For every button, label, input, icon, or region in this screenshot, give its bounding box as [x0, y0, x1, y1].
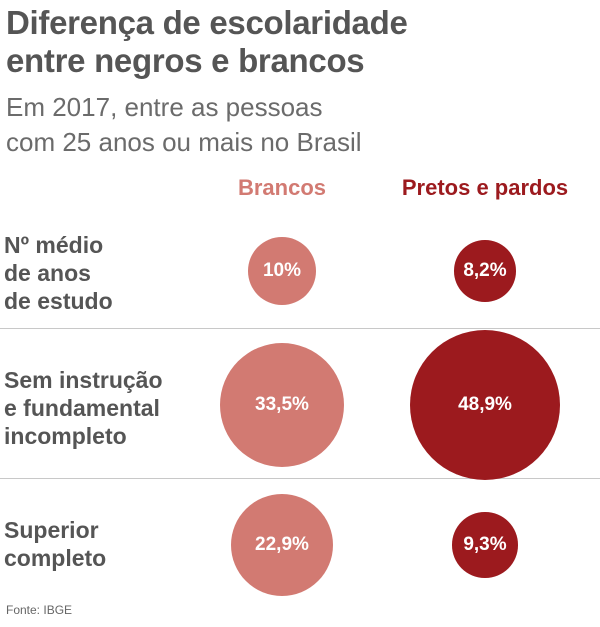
row-label-line: Superior — [4, 517, 99, 543]
row-label-line: de anos — [4, 260, 91, 286]
chart-subtitle-line-2: com 25 anos ou mais no Brasil — [6, 127, 362, 157]
row-label-line: de estudo — [4, 288, 113, 314]
bubble-value-label: 22,9% — [255, 533, 309, 555]
row-label-line: incompleto — [4, 423, 127, 449]
chart-title-line-2: entre negros e brancos — [6, 42, 365, 79]
row-label-superior-completo: Superior completo — [4, 516, 106, 572]
row-label-line: Sem instrução — [4, 367, 163, 393]
bubble-value-label: 9,3% — [463, 533, 507, 555]
bubble-pretos-e-pardos-2: 48,9% — [410, 330, 560, 480]
bubble-value-label: 48,9% — [458, 394, 512, 415]
bubble-value-label: 33,5% — [255, 393, 309, 415]
row-label-line: e fundamental — [4, 395, 160, 421]
row-divider — [0, 478, 600, 479]
bubble-value-label: 10% — [262, 259, 301, 281]
source-note: Fonte: IBGE — [6, 603, 73, 617]
bubble-brancos-3: 22,9% — [230, 493, 334, 597]
chart-title: Diferença de escolaridade entre negros e… — [6, 4, 596, 80]
legend-pretos-e-pardos: Pretos e pardos — [401, 175, 569, 200]
row-label-anos-de-estudo: Nº médio de anos de estudo — [4, 231, 113, 315]
bubble-pretos-e-pardos-1: 8,2% — [454, 240, 516, 302]
chart-subtitle: Em 2017, entre as pessoas com 25 anos ou… — [6, 90, 596, 160]
bubble-brancos-2: 33,5% — [219, 342, 345, 468]
row-label-line: completo — [4, 545, 107, 571]
legend-brancos: Brancos — [237, 175, 327, 200]
row-label-line: Nº médio — [4, 232, 104, 258]
row-label-sem-instrucao: Sem instrução e fundamental incompleto — [4, 366, 163, 450]
chart-subtitle-line-1: Em 2017, entre as pessoas — [6, 92, 323, 122]
bubble-pretos-e-pardos-3: 9,3% — [452, 512, 518, 578]
bubble-brancos-1: 10% — [248, 237, 316, 305]
chart-title-line-1: Diferença de escolaridade — [6, 4, 408, 41]
bubble-value-label: 8,2% — [463, 259, 507, 281]
row-divider — [0, 328, 600, 329]
